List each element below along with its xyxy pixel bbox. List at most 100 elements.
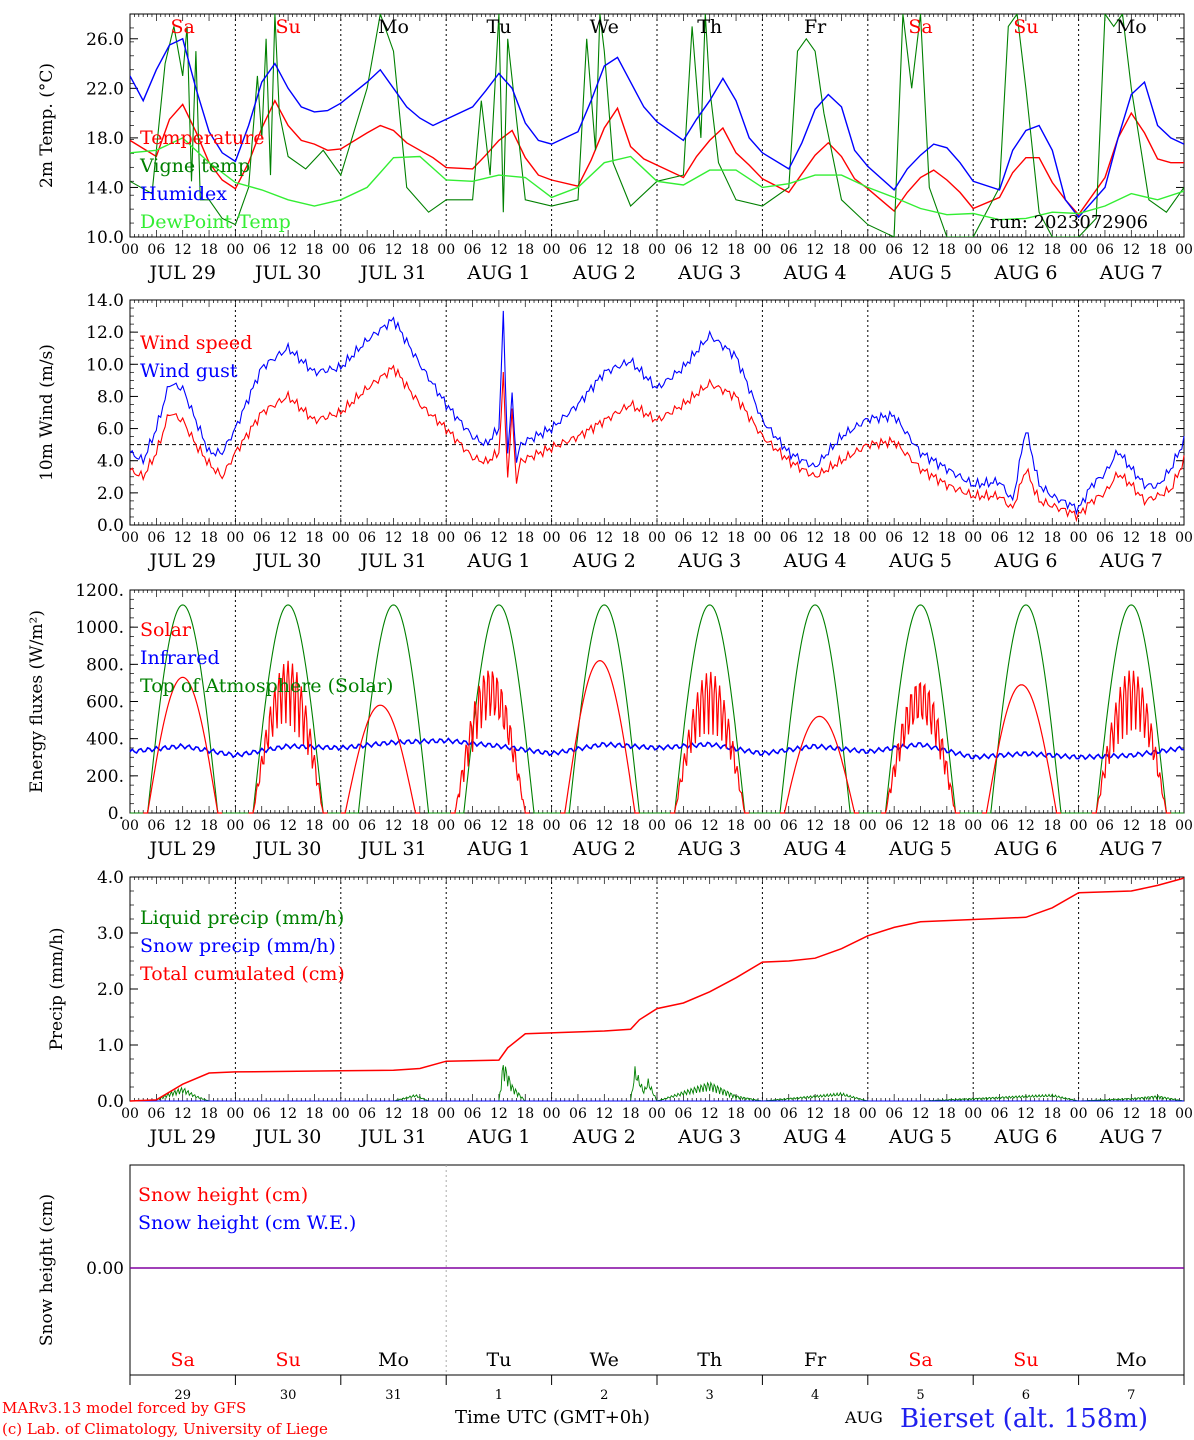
series-line	[130, 37, 1184, 219]
hour-tick-label: 06	[991, 818, 1009, 834]
hour-tick-label: 12	[385, 530, 403, 546]
hour-tick-label: 00	[648, 818, 666, 834]
hour-tick-label: 18	[516, 818, 534, 834]
hour-tick-label: 18	[306, 818, 324, 834]
cumulated-precip-line	[129, 877, 1185, 1102]
date-label: AUG 4	[783, 838, 847, 860]
hour-tick-label: 00	[121, 242, 139, 258]
y-tick-label: 0.0	[97, 1092, 124, 1112]
hour-tick-label: 18	[1043, 530, 1061, 546]
hour-tick-label: 06	[991, 530, 1009, 546]
hour-tick-label: 06	[885, 242, 903, 258]
hour-tick-label: 18	[200, 530, 218, 546]
y-tick-label: 0.00	[86, 1259, 124, 1279]
toa-solar-curve	[446, 604, 552, 814]
date-label: AUG 3	[677, 262, 741, 284]
hour-tick-label: 00	[1175, 530, 1193, 546]
hour-tick-label: 00	[226, 1106, 244, 1122]
hour-tick-label: 18	[411, 1106, 429, 1122]
hour-tick-label: 06	[569, 1106, 587, 1122]
hour-tick-label: 06	[253, 530, 271, 546]
hour-tick-label: 00	[332, 242, 350, 258]
date-label: AUG 5	[888, 550, 952, 572]
day-of-week-label: Su	[275, 16, 300, 38]
hour-tick-label: 00	[964, 1106, 982, 1122]
y-tick-label: 26.0	[86, 30, 124, 50]
hour-tick-label: 12	[595, 530, 613, 546]
y-tick-label: 8.0	[97, 387, 124, 407]
hour-tick-label: 00	[437, 530, 455, 546]
hour-tick-label: 18	[622, 1106, 640, 1122]
hour-tick-label: 00	[226, 242, 244, 258]
day-of-week-label: Fr	[804, 1349, 827, 1371]
toa-solar-curve	[551, 604, 657, 814]
date-label: AUG 2	[572, 838, 636, 860]
day-of-week-label: Tu	[486, 16, 511, 38]
legend-entry: Humidex	[140, 183, 227, 205]
y-tick-label: 200.	[86, 767, 124, 787]
date-label: AUG 6	[993, 838, 1057, 860]
hour-tick-label: 00	[121, 530, 139, 546]
hour-tick-label: 12	[912, 1106, 930, 1122]
panel-2: 10m Wind (m/s) 0.0 2.0 4.0 6.0 8.0 10.0 12.0 14.…	[37, 291, 1193, 572]
hour-tick-label: 18	[411, 242, 429, 258]
date-label: JUL 31	[358, 1126, 426, 1148]
hour-tick-label: 18	[306, 1106, 324, 1122]
day-of-week-label: Su	[1013, 1349, 1038, 1371]
hour-tick-label: 12	[1122, 242, 1140, 258]
hour-tick-label: 00	[648, 1106, 666, 1122]
hour-tick-label: 06	[780, 818, 798, 834]
hour-tick-label: 06	[1096, 530, 1114, 546]
date-label: AUG 2	[572, 550, 636, 572]
hour-tick-label: 06	[358, 1106, 376, 1122]
hour-tick-label: 00	[121, 1106, 139, 1122]
hour-tick-label: 18	[516, 242, 534, 258]
day-number-label: 4	[811, 1388, 819, 1403]
hour-tick-label: 06	[674, 530, 692, 546]
y-tick-label: 10.0	[86, 355, 124, 375]
hour-tick-label: 12	[912, 242, 930, 258]
y-tick-label: 6.0	[97, 420, 124, 440]
hour-tick-label: 00	[859, 1106, 877, 1122]
y-tick-label: 800.	[86, 655, 124, 675]
y-tick-label: 0.	[108, 804, 124, 824]
hour-tick-label: 12	[806, 242, 824, 258]
hour-tick-label: 06	[464, 1106, 482, 1122]
panel-1: 2m Temp. (°C) 10.0 14.0 18.0 22.0 26.0 Sa Su Mo T…	[37, 13, 1193, 284]
toa-solar-curve	[867, 604, 974, 814]
series-line	[129, 364, 1185, 523]
legend-entry: Temperature	[140, 127, 264, 149]
hour-tick-label: 12	[279, 242, 297, 258]
day-of-week-label: Mo	[1116, 1349, 1147, 1371]
date-label: AUG 5	[888, 1126, 952, 1148]
date-label: AUG 2	[572, 1126, 636, 1148]
y-tick-label: 400.	[86, 730, 124, 750]
day-of-week-label: Sa	[908, 1349, 932, 1371]
hour-tick-label: 06	[991, 242, 1009, 258]
hour-tick-label: 00	[753, 530, 771, 546]
hour-tick-label: 12	[1122, 1106, 1140, 1122]
hour-tick-label: 12	[279, 1106, 297, 1122]
day-of-week-label: Th	[697, 16, 722, 38]
hour-tick-label: 18	[833, 1106, 851, 1122]
solar-curve	[881, 681, 960, 814]
date-label: AUG 4	[783, 262, 847, 284]
hour-tick-label: 00	[1175, 242, 1193, 258]
hour-tick-label: 12	[1122, 530, 1140, 546]
hour-tick-label: 12	[806, 1106, 824, 1122]
hour-tick-label: 06	[780, 1106, 798, 1122]
date-label: AUG 1	[466, 1126, 530, 1148]
hour-tick-label: 06	[253, 818, 271, 834]
hour-tick-label: 12	[490, 242, 508, 258]
day-of-week-label: Mo	[378, 16, 409, 38]
hour-tick-label: 12	[912, 530, 930, 546]
hour-tick-label: 00	[543, 530, 561, 546]
date-label: AUG 1	[466, 838, 530, 860]
hour-tick-label: 18	[622, 242, 640, 258]
y-tick-label: 14.0	[86, 291, 124, 311]
y-axis-label: Snow height (cm)	[37, 1194, 57, 1346]
hour-tick-label: 06	[147, 530, 165, 546]
day-number-label: 1	[495, 1388, 503, 1403]
y-axis-label: 2m Temp. (°C)	[37, 63, 57, 188]
day-of-week-label: Mo	[378, 1349, 409, 1371]
